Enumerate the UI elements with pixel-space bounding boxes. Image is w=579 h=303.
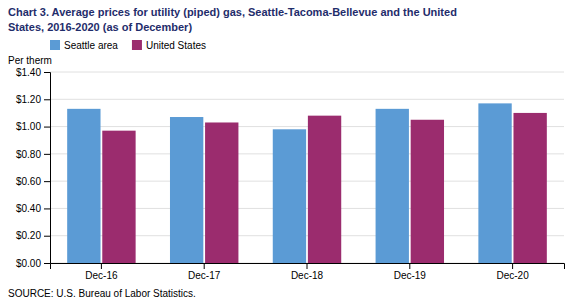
x-tick-label: Dec-17 — [188, 270, 221, 281]
y-axis-label: Per therm — [8, 55, 52, 66]
x-tick: Dec-19 — [394, 263, 427, 281]
legend-label: Seattle area — [64, 40, 118, 51]
x-tick: Dec-17 — [188, 263, 221, 281]
legend: Seattle area United States — [50, 40, 206, 51]
x-tick-mark — [307, 263, 308, 269]
y-tick: $0.20 — [16, 230, 50, 241]
y-tick-label: $0.20 — [16, 230, 41, 241]
x-tick-label: Dec-19 — [394, 270, 427, 281]
y-tick-mark — [44, 154, 50, 155]
bar — [102, 131, 135, 263]
y-tick-mark — [44, 208, 50, 209]
x-tick-label: Dec-20 — [496, 270, 529, 281]
y-tick-mark — [44, 72, 50, 73]
x-axis: Dec-16 Dec-17 Dec-18 Dec-19 Dec-20 — [51, 263, 565, 281]
bar — [170, 117, 203, 263]
y-tick-label: $0.80 — [16, 149, 41, 160]
legend-item: Seattle area — [50, 40, 118, 51]
x-tick: Dec-16 — [85, 263, 118, 281]
grid — [50, 72, 564, 263]
x-tick-label: Dec-18 — [291, 270, 324, 281]
bar — [376, 109, 409, 263]
x-tick: Dec-20 — [496, 263, 529, 281]
grid-line — [50, 72, 564, 73]
title: Chart 3. Average prices for utility (pip… — [8, 6, 457, 18]
bar — [308, 116, 341, 263]
bars — [67, 103, 547, 263]
y-axis: $0.00 $0.20 $0.40 $0.60 $0.80 $1.00 $1.20 $1.40 — [16, 67, 51, 269]
legend-label: United States — [146, 40, 206, 51]
legend-swatch — [132, 40, 142, 50]
y-tick-label: $0.00 — [16, 258, 41, 269]
x-tick-mark — [101, 263, 102, 269]
x-tick-label: Dec-16 — [85, 270, 118, 281]
bar-series — [67, 103, 512, 263]
annotation: SOURCE: U.S. Bureau of Labor Statistics. — [8, 288, 196, 299]
subtitle: States, 2016-2020 (as of December) — [8, 21, 192, 33]
y-tick: $1.40 — [16, 67, 50, 78]
chart: Chart 3. Average prices for utility (pip… — [0, 0, 579, 303]
y-tick-mark — [44, 181, 50, 182]
y-tick-mark — [44, 99, 50, 100]
grid-line — [50, 99, 564, 100]
bar — [513, 113, 546, 263]
legend-item: United States — [132, 40, 206, 51]
x-tick-mark — [409, 263, 410, 269]
y-tick-label: $0.40 — [16, 203, 41, 214]
plot: $0.00 $0.20 $0.40 $0.60 $0.80 $1.00 $1.20 $1.40… — [16, 67, 565, 281]
y-tick-mark — [44, 236, 50, 237]
y-tick-mark — [44, 263, 50, 264]
y-tick: $0.40 — [16, 203, 50, 214]
bar — [67, 109, 100, 263]
legend-swatch — [50, 40, 60, 50]
bar — [411, 120, 444, 263]
y-tick-label: $1.00 — [16, 121, 41, 132]
y-tick-mark — [44, 127, 50, 128]
x-tick: Dec-18 — [291, 263, 324, 281]
y-tick: $0.80 — [16, 149, 50, 160]
bar — [205, 122, 238, 263]
x-tick-mark — [204, 263, 205, 269]
y-tick-label: $0.60 — [16, 176, 41, 187]
x-tick-mark — [512, 263, 513, 269]
y-tick: $1.00 — [16, 121, 50, 132]
bar — [478, 103, 511, 263]
y-tick-label: $1.40 — [16, 67, 41, 78]
y-tick: $1.20 — [16, 94, 50, 105]
y-tick: $0.60 — [16, 176, 50, 187]
y-axis-line — [44, 73, 51, 264]
y-tick: $0.00 — [16, 258, 50, 269]
bar — [273, 129, 306, 263]
x-axis-line — [51, 264, 565, 270]
bar-series — [102, 113, 547, 263]
y-tick-label: $1.20 — [16, 94, 41, 105]
